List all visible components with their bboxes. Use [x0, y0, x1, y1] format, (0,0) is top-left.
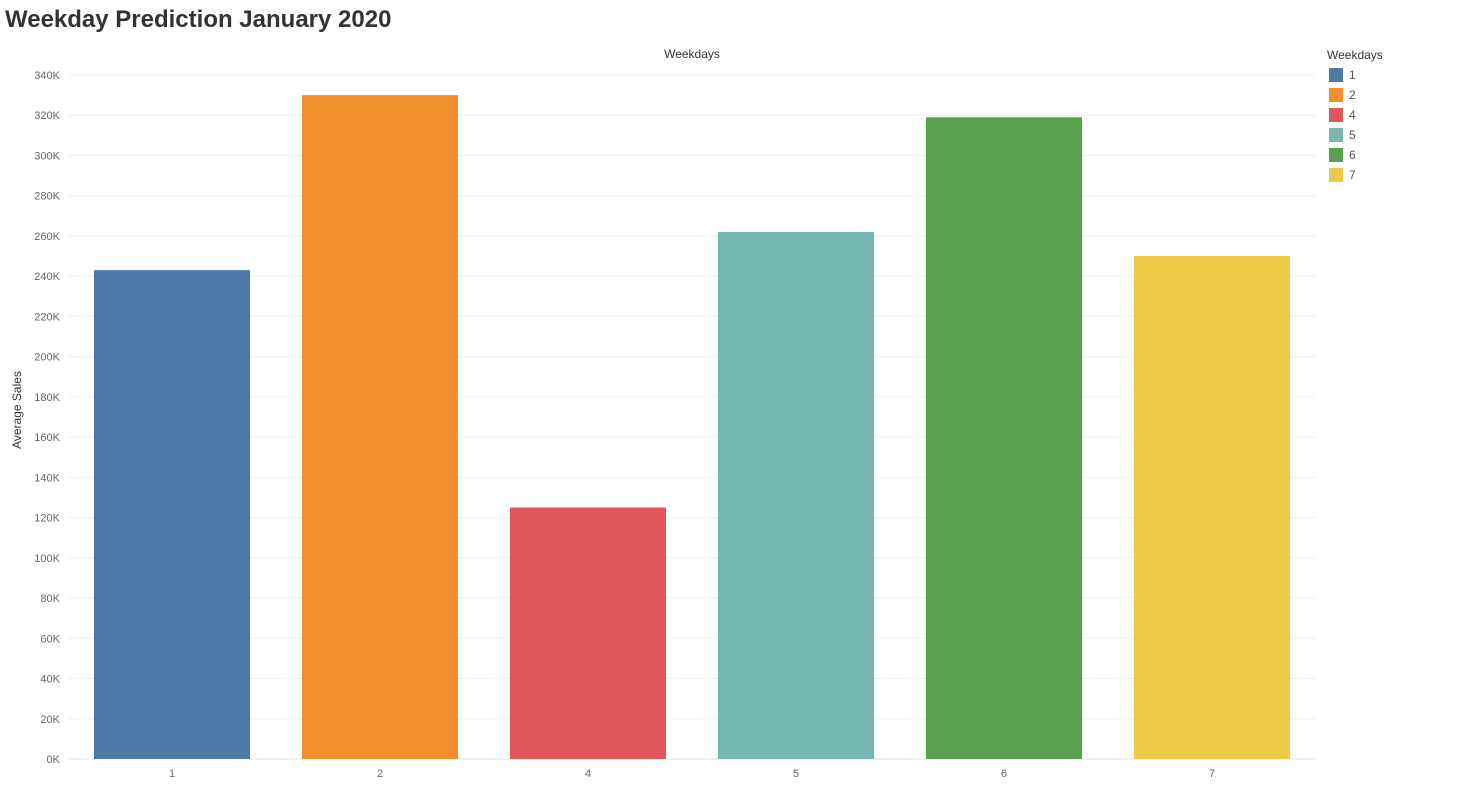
legend-label: 1: [1349, 68, 1356, 82]
y-tick-label: 100K: [34, 553, 60, 565]
y-tick-label: 140K: [34, 472, 60, 484]
legend-label: 5: [1349, 128, 1356, 142]
bar-weekday-6[interactable]: [926, 117, 1082, 759]
y-axis-label: Average Sales: [10, 371, 24, 449]
y-tick-label: 340K: [34, 70, 60, 82]
y-tick-label: 320K: [34, 110, 60, 122]
bar-chart: 0K20K40K60K80K100K120K140K160K180K200K22…: [10, 47, 1316, 780]
x-tick-label: 1: [169, 768, 175, 780]
legend-item-7[interactable]: 7: [1327, 165, 1383, 185]
y-tick-label: 40K: [40, 674, 60, 686]
y-tick-label: 280K: [34, 191, 60, 203]
y-tick-label: 80K: [40, 593, 60, 605]
bar-weekday-2[interactable]: [302, 95, 458, 759]
y-tick-label: 300K: [34, 150, 60, 162]
y-tick-label: 20K: [40, 714, 60, 726]
y-tick-label: 60K: [40, 633, 60, 645]
legend-label: 2: [1349, 88, 1356, 102]
gridlines: [68, 74, 1316, 760]
legend-label: 6: [1349, 148, 1356, 162]
legend-title: Weekdays: [1327, 48, 1383, 62]
bar-weekday-1[interactable]: [94, 270, 250, 759]
legend-items: 1 2 4 5 6 7: [1327, 65, 1383, 185]
legend-item-6[interactable]: 6: [1327, 145, 1383, 165]
y-tick-label: 220K: [34, 311, 60, 323]
legend-swatch: [1329, 68, 1343, 82]
x-axis-ticks: 1 2 4 5 6 7: [169, 768, 1215, 780]
bar-weekday-7[interactable]: [1134, 256, 1290, 759]
y-tick-label: 180K: [34, 392, 60, 404]
chart-title: Weekday Prediction January 2020: [5, 6, 392, 33]
legend-swatch: [1329, 148, 1343, 162]
legend-item-5[interactable]: 5: [1327, 125, 1383, 145]
y-axis-ticks: 0K 20K 40K 60K 80K 100K 120K 140K 160K 180K 200K 22…: [34, 70, 60, 766]
y-tick-label: 200K: [34, 352, 60, 364]
legend-item-2[interactable]: 2: [1327, 85, 1383, 105]
legend-swatch: [1329, 168, 1343, 182]
legend-item-1[interactable]: 1: [1327, 65, 1383, 85]
y-tick-label: 240K: [34, 271, 60, 283]
bars: [94, 95, 1290, 759]
bar-weekday-4[interactable]: [510, 507, 666, 759]
x-tick-label: 2: [377, 768, 383, 780]
y-tick-label: 0K: [47, 754, 61, 766]
legend-swatch: [1329, 108, 1343, 122]
legend-label: 4: [1349, 108, 1356, 122]
legend-swatch: [1329, 128, 1343, 142]
x-tick-label: 6: [1001, 768, 1007, 780]
x-tick-label: 7: [1209, 768, 1215, 780]
legend-swatch: [1329, 88, 1343, 102]
y-tick-label: 120K: [34, 513, 60, 525]
y-tick-label: 260K: [34, 231, 60, 243]
y-tick-label: 160K: [34, 432, 60, 444]
top-axis-label: Weekdays: [664, 47, 720, 61]
legend-label: 7: [1349, 168, 1356, 182]
bar-weekday-5[interactable]: [718, 231, 874, 759]
x-tick-label: 5: [793, 768, 799, 780]
legend-item-4[interactable]: 4: [1327, 105, 1383, 125]
legend: Weekdays 1 2 4 5 6 7: [1327, 47, 1383, 185]
x-tick-label: 4: [585, 768, 591, 780]
